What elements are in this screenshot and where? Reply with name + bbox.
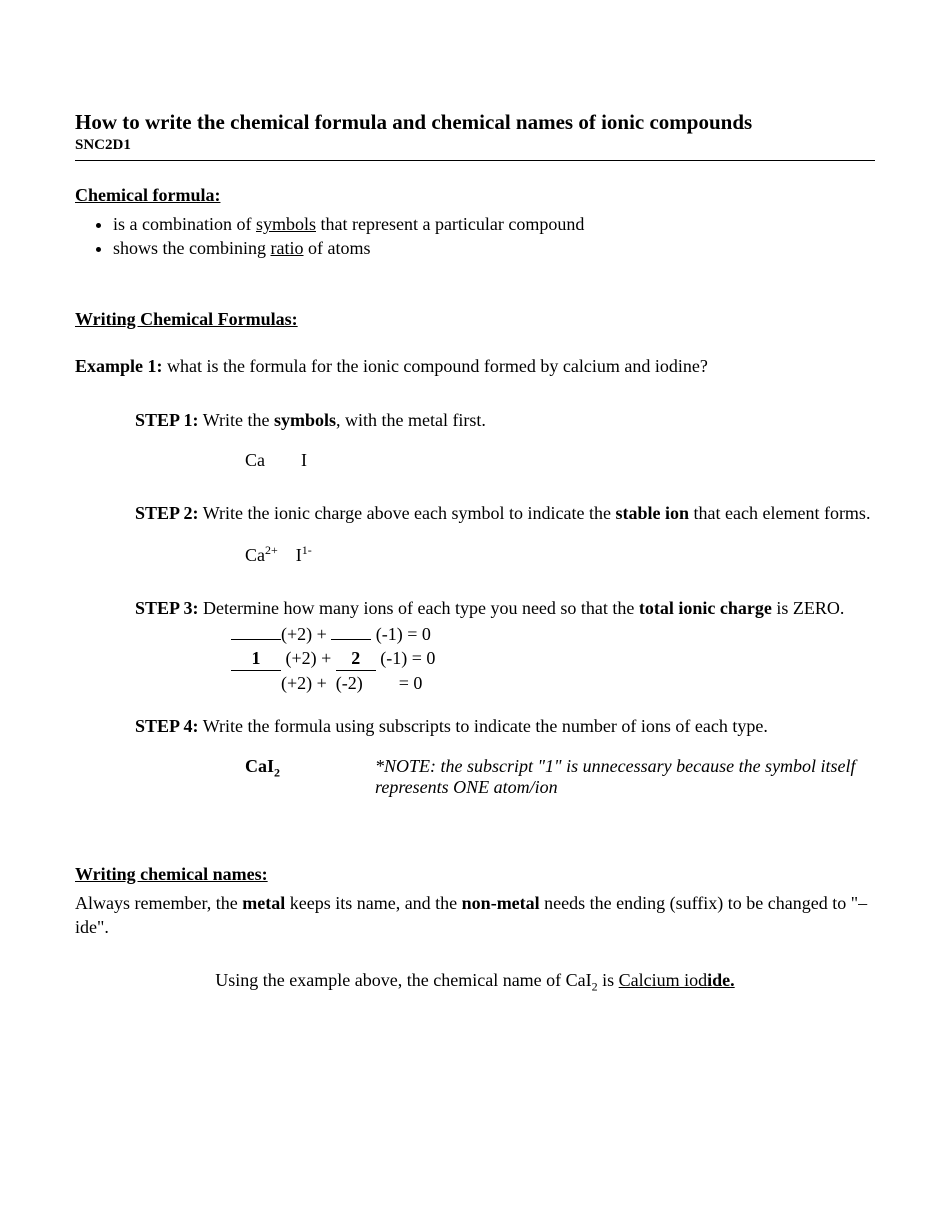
text: Using the example above, the chemical na… bbox=[215, 970, 591, 990]
underlined-word: symbols bbox=[256, 214, 316, 234]
text: that represent a particular compound bbox=[316, 214, 584, 234]
text: that each element forms. bbox=[689, 503, 870, 523]
page-title: How to write the chemical formula and ch… bbox=[75, 110, 875, 135]
equation-block: (+2) + (-1) = 0 1 (+2) + 2 (-1) = 0 (+2)… bbox=[231, 621, 875, 696]
list-item: is a combination of symbols that represe… bbox=[113, 212, 875, 236]
text: Write the formula using subscripts to in… bbox=[199, 716, 768, 736]
equation-line: (+2) + (-1) = 0 bbox=[231, 621, 875, 646]
step-1: STEP 1: Write the symbols, with the meta… bbox=[135, 408, 875, 432]
ion-charge: 1- bbox=[302, 543, 312, 557]
text: Always remember, the bbox=[75, 893, 242, 913]
chemical-formula-bullets: is a combination of symbols that represe… bbox=[113, 212, 875, 261]
step-3: STEP 3: Determine how many ions of each … bbox=[135, 596, 875, 695]
step-label: STEP 4: bbox=[135, 716, 199, 736]
chemical-name-underlined: Calcium iodide. bbox=[619, 970, 735, 990]
section-heading-writing-formulas: Writing Chemical Formulas: bbox=[75, 309, 875, 330]
text: (+2) + bbox=[281, 648, 336, 668]
step-4-formula-note: CaI2 *NOTE: the subscript "1" is unneces… bbox=[245, 756, 875, 798]
title-divider bbox=[75, 160, 875, 161]
element-symbol: Ca bbox=[245, 450, 265, 470]
section-heading-chemical-formula: Chemical formula: bbox=[75, 185, 875, 206]
text: Calcium iod bbox=[619, 970, 708, 990]
step-1-symbols: Ca I bbox=[245, 450, 875, 471]
text: keeps its name, and the bbox=[285, 893, 461, 913]
element-symbol: I bbox=[301, 450, 307, 470]
bold-word: symbols bbox=[274, 410, 336, 430]
text: , with the metal first. bbox=[336, 410, 486, 430]
step-label: STEP 3: bbox=[135, 598, 199, 618]
text: (-1) = 0 bbox=[371, 624, 431, 644]
formula-subscript: 2 bbox=[274, 766, 280, 780]
blank-fill-value: 1 bbox=[231, 646, 281, 671]
list-item: shows the combining ratio of atoms bbox=[113, 236, 875, 260]
equation-line: 1 (+2) + 2 (-1) = 0 bbox=[231, 646, 875, 671]
formula-note: *NOTE: the subscript "1" is unnecessary … bbox=[375, 756, 875, 798]
names-rule-line: Always remember, the metal keeps its nam… bbox=[75, 891, 875, 940]
blank-fill bbox=[231, 621, 281, 640]
step-4: STEP 4: Write the formula using subscrip… bbox=[135, 714, 875, 738]
underlined-word: ratio bbox=[271, 238, 304, 258]
text: (-1) = 0 bbox=[376, 648, 436, 668]
text: Determine how many ions of each type you… bbox=[199, 598, 639, 618]
text: Write the ionic charge above each symbol… bbox=[199, 503, 616, 523]
bold-word: metal bbox=[242, 893, 285, 913]
text: is a combination of bbox=[113, 214, 256, 234]
example-text: what is the formula for the ionic compou… bbox=[163, 356, 708, 376]
example-label: Example 1: bbox=[75, 356, 163, 376]
equation-line: (+2) + (-2) = 0 bbox=[231, 671, 875, 695]
step-2-symbols: Ca2+I1- bbox=[245, 543, 875, 566]
final-formula: CaI2 bbox=[245, 756, 375, 798]
text: shows the combining bbox=[113, 238, 271, 258]
course-code: SNC2D1 bbox=[75, 137, 875, 154]
bold-word: non-metal bbox=[462, 893, 540, 913]
step-label: STEP 1: bbox=[135, 410, 199, 430]
text: is ZERO. bbox=[772, 598, 845, 618]
bold-word: stable ion bbox=[616, 503, 690, 523]
element-symbol: Ca bbox=[245, 545, 265, 565]
suffix-bold: ide. bbox=[707, 970, 735, 990]
ion-charge: 2+ bbox=[265, 543, 278, 557]
text: (+2) + bbox=[281, 624, 331, 644]
text: of atoms bbox=[304, 238, 371, 258]
text: Write the bbox=[199, 410, 274, 430]
step-label: STEP 2: bbox=[135, 503, 199, 523]
step-2: STEP 2: Write the ionic charge above eac… bbox=[135, 501, 875, 525]
formula-text: CaI bbox=[245, 756, 274, 776]
text: is bbox=[598, 970, 619, 990]
example-line: Example 1: what is the formula for the i… bbox=[75, 354, 875, 378]
blank-fill bbox=[331, 621, 371, 640]
document-page: How to write the chemical formula and ch… bbox=[0, 0, 950, 1054]
text: (+2) + (-2) = 0 bbox=[281, 673, 422, 693]
names-example-line: Using the example above, the chemical na… bbox=[75, 970, 875, 995]
section-heading-writing-names: Writing chemical names: bbox=[75, 864, 875, 885]
blank-fill-value: 2 bbox=[336, 646, 376, 671]
bold-word: total ionic charge bbox=[639, 598, 772, 618]
